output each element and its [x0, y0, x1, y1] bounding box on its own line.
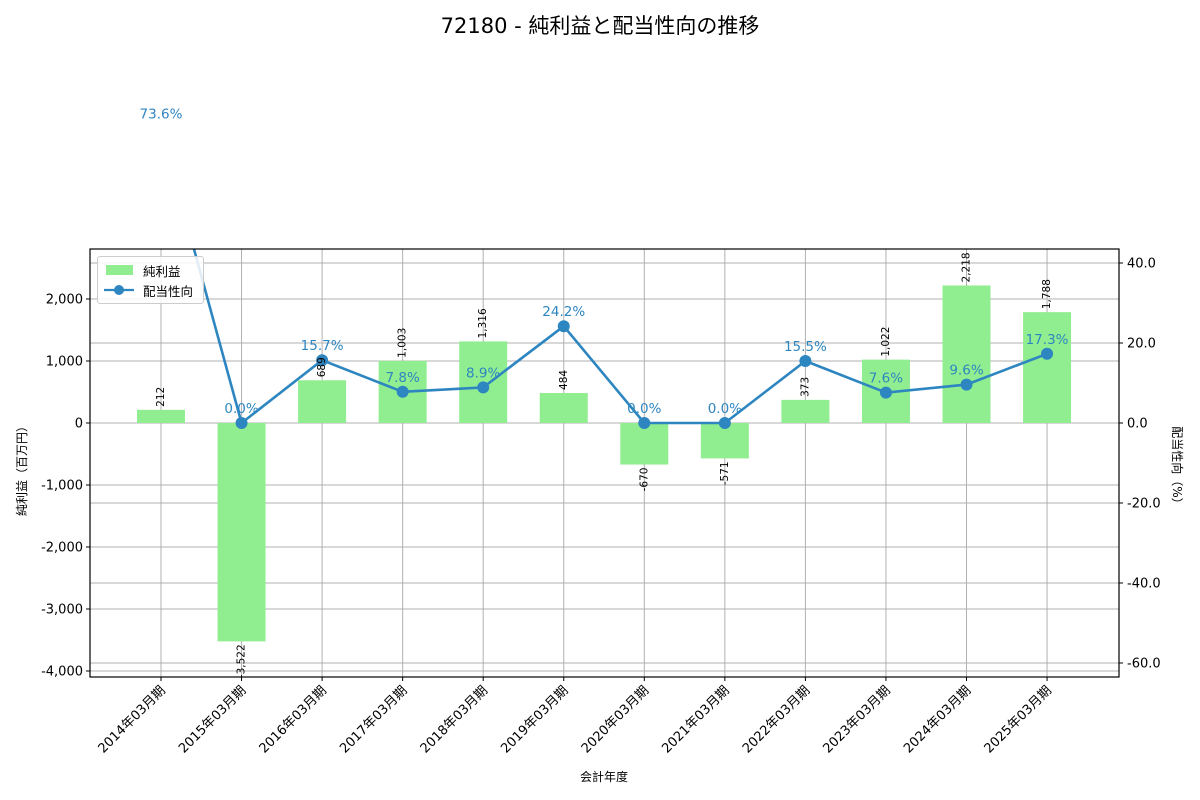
line-marker [799, 355, 812, 367]
legend: 純利益 配当性向 [97, 256, 204, 304]
bar-value-label: -571 [719, 461, 731, 485]
y-left-tick-label: -3,000 [41, 603, 83, 618]
bar [137, 409, 185, 423]
line-marker [316, 354, 329, 367]
y-left-tick-label: -1,000 [41, 479, 83, 494]
bar-value-label: 373 [799, 377, 811, 397]
y-left-tick-label: -2,000 [41, 541, 83, 556]
x-tick-label: 2025年03月期 [982, 683, 1055, 756]
y-left-tick-label: 2,000 [46, 293, 83, 308]
y-right-tick-label: -60.0 [1127, 657, 1161, 672]
legend-label: 配当性向 [143, 283, 194, 299]
x-tick-label: 2024年03月期 [901, 683, 974, 756]
line-marker [155, 123, 167, 135]
bar-value-label: -670 [638, 468, 650, 492]
x-tick-label: 2021年03月期 [659, 683, 732, 756]
line-marker [879, 386, 892, 399]
bar [1023, 312, 1072, 423]
data-labels: 212 -3,522 689 1,003 1,316 484 -670 -571 373 1,02… [140, 107, 1069, 679]
payout-ratio-label: 15.7% [301, 338, 344, 354]
plot-frame [89, 248, 1120, 678]
payout-ratio-label: 0.0% [708, 401, 742, 417]
payout-ratio-label: 73.6% [140, 107, 183, 123]
payout-ratio-label: 9.6% [949, 363, 983, 379]
payout-ratio-label: 15.5% [784, 339, 827, 355]
bar-value-label: 484 [558, 370, 570, 390]
bar [298, 380, 347, 423]
payout-ratio-label: 8.9% [466, 365, 500, 381]
line-marker [477, 381, 490, 394]
bar [217, 423, 266, 642]
line-marker [960, 378, 973, 391]
line-marker [235, 417, 248, 429]
payout-ratio-label: 0.0% [627, 401, 661, 417]
line-marker [638, 417, 651, 429]
x-tick-label: 2015年03月期 [176, 683, 249, 756]
y-left-tick-label: 1,000 [46, 355, 83, 370]
axis-ticks: -4,000 -3,000 -2,000 -1,000 0 1,000 2,000 -60.0… [41, 257, 1161, 757]
bar [781, 399, 830, 423]
bar-value-label: 1,022 [880, 327, 892, 357]
line-marker-swatch-icon [104, 285, 134, 295]
bar-series-net-income [137, 285, 1072, 642]
bar-value-label: 212 [155, 387, 167, 407]
x-tick-label: 2020年03月期 [579, 683, 652, 756]
y-right-tick-label: -20.0 [1127, 497, 1161, 512]
line-marker [1041, 347, 1054, 360]
y-left-tick-label: -4,000 [41, 665, 83, 680]
bar-value-label: 1,788 [1041, 279, 1053, 309]
x-tick-label: 2018年03月期 [418, 683, 491, 756]
payout-ratio-label: 24.2% [542, 304, 585, 320]
x-tick-label: 2019年03月期 [498, 683, 571, 756]
bar-value-label: -3,522 [236, 644, 248, 678]
chart-title: 72180 - 純利益と配当性向の推移 [440, 14, 760, 38]
y-right-tick-label: 20.0 [1127, 337, 1156, 352]
bar-value-label: 2,218 [961, 252, 973, 282]
x-tick-label: 2017年03月期 [337, 683, 410, 756]
bar [942, 285, 991, 423]
y-axis-left-title: 純利益（百万円） [15, 420, 29, 516]
payout-ratio-label: 7.8% [385, 370, 419, 386]
line-marker [396, 385, 409, 398]
payout-ratio-label: 17.3% [1026, 332, 1069, 348]
y-axis-right-title: 配当性向（%） [1170, 426, 1185, 509]
bar-value-label: 1,316 [477, 308, 489, 338]
payout-ratio-label: 0.0% [224, 401, 258, 417]
y-right-tick-label: 0.0 [1127, 417, 1148, 432]
line-marker [557, 320, 570, 333]
x-tick-label: 2016年03月期 [257, 683, 330, 756]
line-series-payout-ratio [155, 123, 1054, 429]
y-right-tick-label: -40.0 [1127, 577, 1161, 592]
line-marker [718, 417, 731, 429]
payout-ratio-label: 7.6% [869, 371, 903, 387]
legend-label: 純利益 [143, 263, 181, 279]
x-tick-label: 2014年03月期 [96, 683, 169, 756]
bar [539, 392, 588, 423]
bar-value-label: 689 [316, 357, 328, 377]
x-axis-title: 会計年度 [580, 769, 628, 784]
bar-value-label: 1,003 [397, 328, 409, 358]
bar [620, 423, 669, 465]
y-right-tick-label: 40.0 [1127, 257, 1156, 272]
y-left-tick-label: 0 [75, 417, 83, 432]
bar-swatch-icon [106, 265, 133, 275]
x-tick-label: 2023年03月期 [820, 683, 893, 756]
x-tick-label: 2022年03月期 [740, 683, 813, 756]
